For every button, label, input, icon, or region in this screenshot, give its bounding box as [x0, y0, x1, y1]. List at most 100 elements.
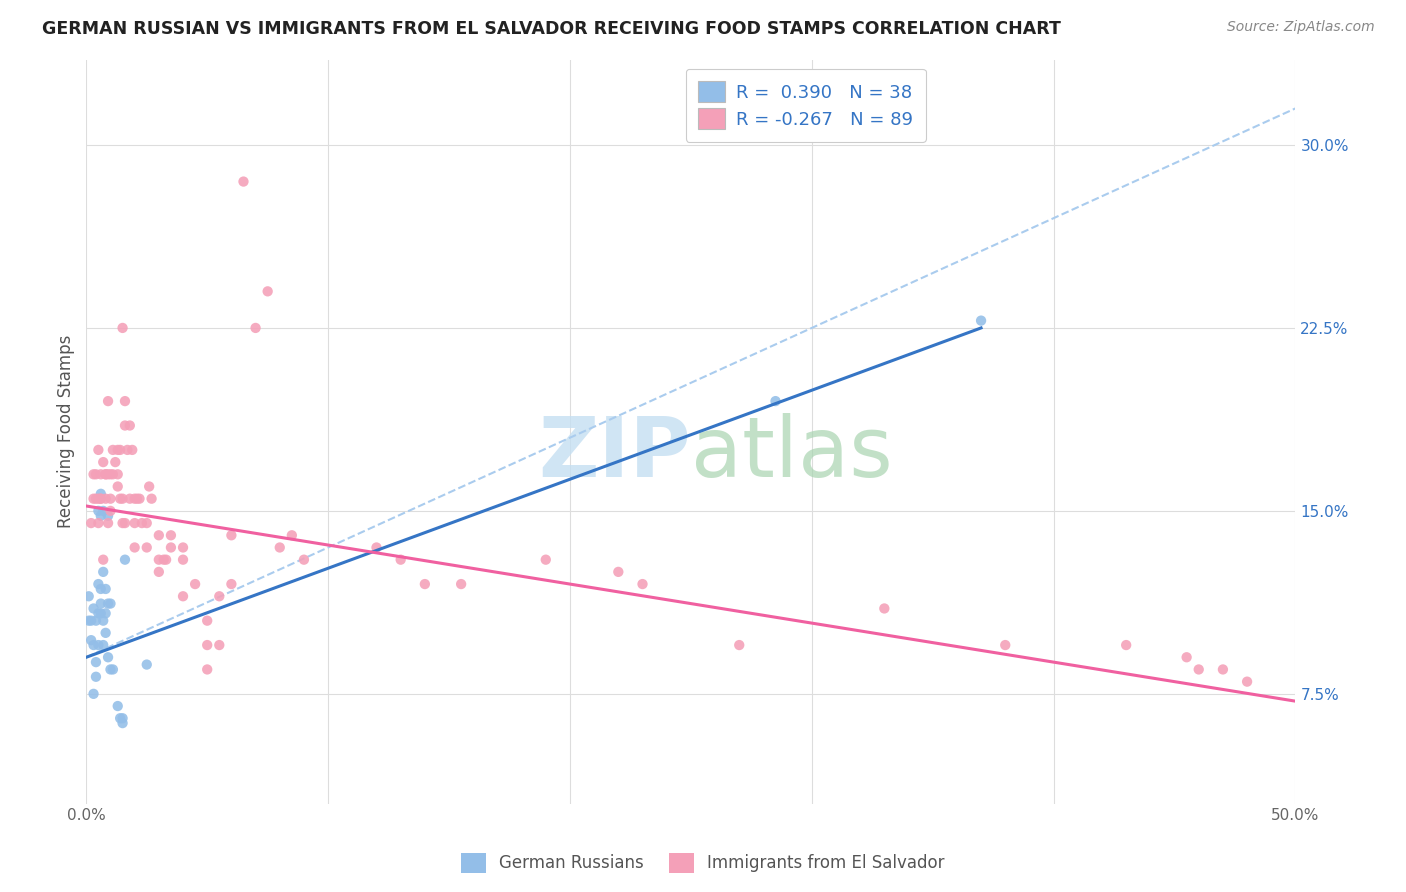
Point: [631, 577, 654, 591]
Point: [100, 491, 122, 506]
Point: [118, 491, 141, 506]
Text: atlas: atlas: [690, 413, 893, 494]
Point: [232, 175, 254, 189]
Point: [94, 467, 117, 482]
Point: [148, 528, 170, 542]
Point: [97, 650, 120, 665]
Point: [172, 552, 194, 566]
Point: [107, 467, 129, 482]
Point: [125, 491, 148, 506]
Point: [100, 504, 122, 518]
Point: [111, 516, 134, 530]
Point: [97, 597, 120, 611]
Point: [87, 504, 110, 518]
Point: [413, 577, 436, 591]
Point: [607, 565, 630, 579]
Point: [256, 285, 278, 299]
Point: [121, 442, 143, 457]
Point: [94, 582, 117, 596]
Point: [1212, 663, 1234, 677]
Point: [728, 638, 751, 652]
Point: [114, 516, 136, 530]
Point: [94, 625, 117, 640]
Point: [91, 614, 114, 628]
Point: [534, 552, 557, 566]
Point: [91, 552, 114, 566]
Text: ZIP: ZIP: [538, 413, 690, 494]
Point: [108, 711, 131, 725]
Point: [107, 442, 129, 457]
Point: [281, 528, 304, 542]
Point: [208, 589, 231, 603]
Point: [80, 516, 103, 530]
Point: [111, 491, 134, 506]
Point: [292, 552, 315, 566]
Point: [84, 670, 107, 684]
Point: [107, 479, 129, 493]
Point: [148, 565, 170, 579]
Point: [84, 614, 107, 628]
Point: [91, 638, 114, 652]
Point: [155, 552, 177, 566]
Point: [83, 491, 105, 506]
Point: [114, 394, 136, 409]
Point: [111, 716, 134, 731]
Point: [90, 491, 112, 506]
Point: [135, 541, 157, 555]
Point: [160, 528, 183, 542]
Point: [152, 552, 174, 566]
Point: [765, 394, 787, 409]
Point: [87, 442, 110, 457]
Point: [245, 321, 267, 335]
Point: [450, 577, 472, 591]
Point: [124, 491, 146, 506]
Point: [87, 607, 110, 621]
Point: [195, 614, 218, 628]
Point: [148, 552, 170, 566]
Point: [87, 577, 110, 591]
Point: [97, 467, 120, 482]
Y-axis label: Receiving Food Stamps: Receiving Food Stamps: [58, 334, 75, 528]
Point: [366, 541, 388, 555]
Point: [124, 541, 146, 555]
Point: [124, 516, 146, 530]
Point: [101, 663, 124, 677]
Point: [970, 313, 993, 327]
Point: [84, 655, 107, 669]
Point: [117, 442, 139, 457]
Point: [91, 455, 114, 469]
Point: [91, 504, 114, 518]
Point: [80, 614, 103, 628]
Text: Source: ZipAtlas.com: Source: ZipAtlas.com: [1227, 20, 1375, 34]
Point: [94, 607, 117, 621]
Point: [111, 711, 134, 725]
Point: [97, 508, 120, 523]
Point: [83, 687, 105, 701]
Point: [83, 638, 105, 652]
Point: [269, 541, 291, 555]
Point: [221, 577, 243, 591]
Point: [141, 491, 163, 506]
Point: [135, 657, 157, 672]
Point: [1175, 650, 1198, 665]
Point: [114, 418, 136, 433]
Point: [100, 663, 122, 677]
Point: [94, 467, 117, 482]
Point: [108, 491, 131, 506]
Text: GERMAN RUSSIAN VS IMMIGRANTS FROM EL SALVADOR RECEIVING FOOD STAMPS CORRELATION : GERMAN RUSSIAN VS IMMIGRANTS FROM EL SAL…: [42, 20, 1062, 37]
Point: [107, 699, 129, 714]
Point: [138, 479, 160, 493]
Point: [83, 467, 105, 482]
Point: [1188, 663, 1211, 677]
Point: [195, 663, 218, 677]
Point: [172, 541, 194, 555]
Point: [77, 589, 100, 603]
Point: [90, 508, 112, 523]
Point: [114, 552, 136, 566]
Point: [101, 442, 124, 457]
Point: [90, 607, 112, 621]
Legend: German Russians, Immigrants from El Salvador: German Russians, Immigrants from El Salv…: [454, 847, 952, 880]
Point: [873, 601, 896, 615]
Point: [172, 589, 194, 603]
Point: [131, 516, 153, 530]
